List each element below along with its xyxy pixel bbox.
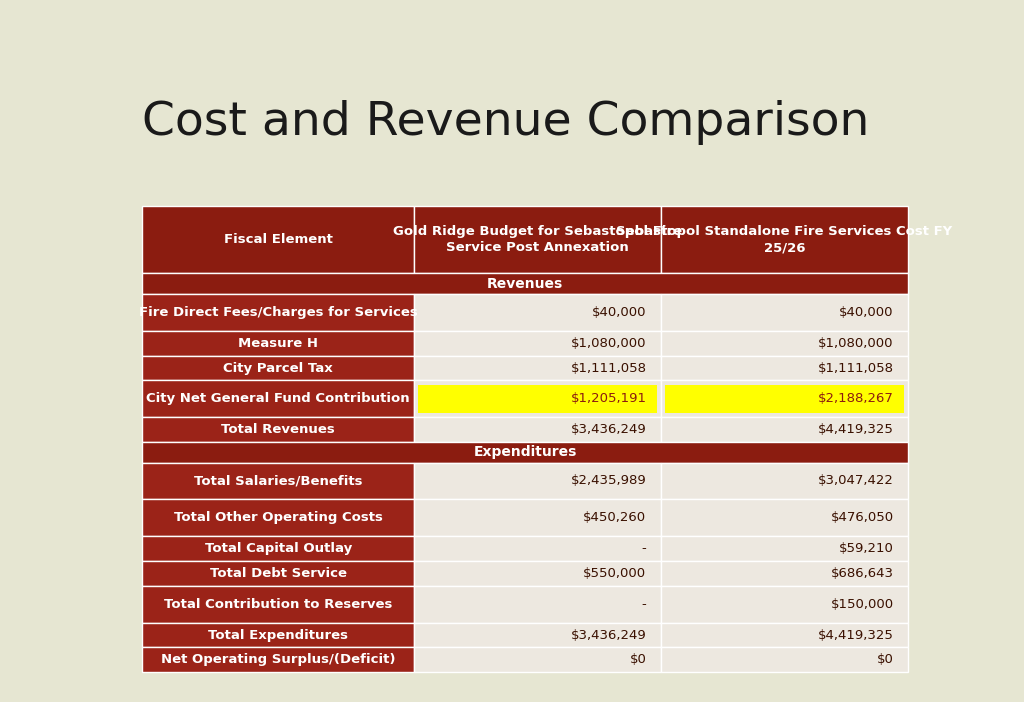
Text: -: - [642, 542, 646, 555]
Text: Total Revenues: Total Revenues [221, 423, 335, 436]
Bar [414, 417, 660, 442]
Text: $3,436,249: $3,436,249 [570, 423, 646, 436]
Bar [414, 331, 660, 356]
Text: $2,188,267: $2,188,267 [818, 392, 894, 405]
Text: City Parcel Tax: City Parcel Tax [223, 362, 333, 375]
Text: Cost and Revenue Comparison: Cost and Revenue Comparison [142, 100, 869, 145]
Text: $150,000: $150,000 [830, 597, 894, 611]
Text: $3,047,422: $3,047,422 [818, 475, 894, 487]
Bar [414, 463, 660, 499]
Text: Total Other Operating Costs: Total Other Operating Costs [174, 511, 383, 524]
Text: $40,000: $40,000 [840, 306, 894, 319]
Bar [660, 417, 908, 442]
Text: $1,111,058: $1,111,058 [818, 362, 894, 375]
Bar [660, 331, 908, 356]
Bar [142, 561, 414, 586]
Bar [414, 561, 660, 586]
Text: $686,643: $686,643 [830, 567, 894, 580]
Text: $1,111,058: $1,111,058 [570, 362, 646, 375]
Text: $4,419,325: $4,419,325 [818, 423, 894, 436]
Text: City Net General Fund Contribution: City Net General Fund Contribution [146, 392, 410, 405]
Bar [660, 536, 908, 561]
Text: $3,436,249: $3,436,249 [570, 628, 646, 642]
Text: $2,435,989: $2,435,989 [570, 475, 646, 487]
Bar [660, 561, 908, 586]
Text: $59,210: $59,210 [839, 542, 894, 555]
Bar [414, 294, 660, 331]
Bar [660, 380, 908, 417]
Bar [142, 294, 414, 331]
Text: $0: $0 [877, 654, 894, 666]
Bar [660, 206, 908, 274]
Text: Total Contribution to Reserves: Total Contribution to Reserves [164, 597, 392, 611]
Bar [142, 647, 414, 673]
Bar [142, 356, 414, 380]
Text: $450,260: $450,260 [584, 511, 646, 524]
Bar [142, 442, 908, 463]
Text: $1,080,000: $1,080,000 [571, 337, 646, 350]
Bar [142, 536, 414, 561]
Bar [414, 499, 660, 536]
Bar [414, 623, 660, 647]
Bar [660, 623, 908, 647]
Text: $0: $0 [630, 654, 646, 666]
Bar [142, 331, 414, 356]
Text: $1,205,191: $1,205,191 [570, 392, 646, 405]
Text: Expenditures: Expenditures [473, 445, 577, 459]
Text: $40,000: $40,000 [592, 306, 646, 319]
Bar [414, 586, 660, 623]
Text: Total Salaries/Benefits: Total Salaries/Benefits [194, 475, 362, 487]
Text: Net Operating Surplus/(Deficit): Net Operating Surplus/(Deficit) [161, 654, 395, 666]
Bar [142, 499, 414, 536]
Text: $476,050: $476,050 [830, 511, 894, 524]
Bar [414, 647, 660, 673]
Text: Fire Direct Fees/Charges for Services: Fire Direct Fees/Charges for Services [139, 306, 418, 319]
Text: Measure H: Measure H [239, 337, 318, 350]
Text: Gold Ridge Budget for Sebastopol Fire
Service Post Annexation: Gold Ridge Budget for Sebastopol Fire Se… [393, 225, 682, 254]
Text: $4,419,325: $4,419,325 [818, 628, 894, 642]
Bar [660, 294, 908, 331]
Text: $1,080,000: $1,080,000 [818, 337, 894, 350]
Text: $550,000: $550,000 [584, 567, 646, 580]
Bar [418, 385, 656, 413]
Bar [142, 380, 414, 417]
Text: -: - [642, 597, 646, 611]
Bar [142, 206, 414, 274]
Bar [414, 380, 660, 417]
Text: Total Capital Outlay: Total Capital Outlay [205, 542, 352, 555]
Bar [660, 356, 908, 380]
Bar [660, 586, 908, 623]
Bar [142, 274, 908, 294]
Bar [142, 417, 414, 442]
Bar [665, 385, 904, 413]
Text: Fiscal Element: Fiscal Element [224, 233, 333, 246]
Bar [142, 463, 414, 499]
Bar [142, 623, 414, 647]
Bar [660, 463, 908, 499]
Bar [660, 499, 908, 536]
Text: Sebastopol Standalone Fire Services Cost FY
25/26: Sebastopol Standalone Fire Services Cost… [616, 225, 952, 254]
Text: Total Expenditures: Total Expenditures [208, 628, 348, 642]
Bar [414, 536, 660, 561]
Bar [414, 356, 660, 380]
Bar [142, 586, 414, 623]
Bar [660, 647, 908, 673]
Text: Revenues: Revenues [487, 277, 563, 291]
Text: Total Debt Service: Total Debt Service [210, 567, 347, 580]
Bar [414, 206, 660, 274]
